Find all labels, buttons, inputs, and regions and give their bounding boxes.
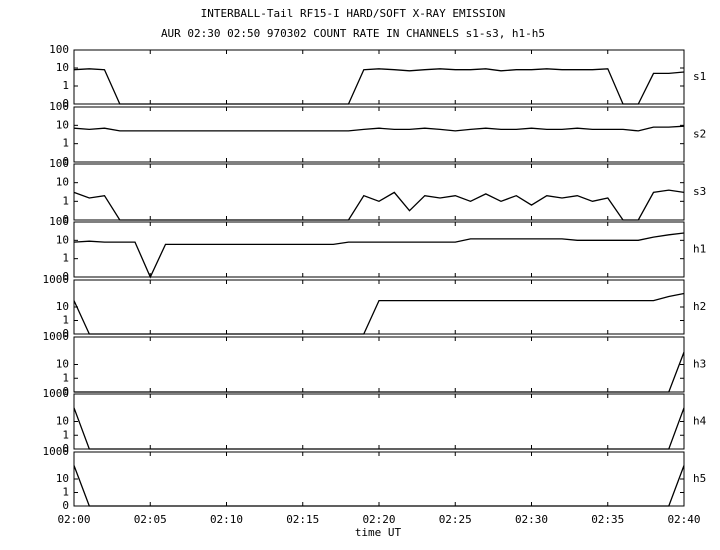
series-line [73, 189, 685, 221]
series-line [73, 125, 685, 132]
y-tick-label: 1 [62, 371, 69, 384]
x-tick-label: 02:40 [667, 513, 700, 526]
y-tick-label: 1000 [43, 387, 70, 400]
series-name: h4 [693, 415, 707, 428]
y-tick-label: 0 [62, 499, 69, 512]
series-name: s3 [693, 185, 706, 198]
x-axis-label: time UT [355, 526, 402, 539]
y-tick-label: 100 [49, 215, 69, 228]
y-tick-label: 0 [62, 97, 69, 110]
y-tick-label: 10 [56, 176, 69, 189]
y-tick-label: 100 [49, 100, 69, 113]
series-name: h5 [693, 472, 706, 485]
y-tick-label: 1 [62, 194, 69, 207]
y-tick-label: 1000 [43, 445, 70, 458]
x-tick-label: 02:20 [362, 513, 395, 526]
y-tick-label: 100 [49, 157, 69, 170]
y-tick-label: 1000 [43, 330, 70, 343]
series-name: s2 [693, 128, 706, 141]
x-tick-label: 02:30 [515, 513, 548, 526]
x-tick-label: 02:05 [134, 513, 167, 526]
y-tick-label: 0 [62, 270, 69, 283]
y-tick-label: 1 [62, 252, 69, 265]
y-tick-label: 0 [62, 155, 69, 168]
x-tick-label: 02:35 [591, 513, 624, 526]
series-line [73, 68, 685, 105]
x-tick-label: 02:00 [57, 513, 90, 526]
x-tick-label: 02:10 [210, 513, 243, 526]
series-name: h1 [693, 243, 706, 256]
y-tick-label: 1 [62, 314, 69, 327]
y-tick-label: 10 [56, 358, 69, 371]
series-name: h2 [693, 300, 706, 313]
y-tick-label: 10 [56, 233, 69, 246]
series-name: s1 [693, 70, 706, 83]
y-tick-label: 0 [62, 442, 69, 455]
y-tick-label: 10 [56, 61, 69, 74]
chart-subtitle: AUR 02:30 02:50 970302 COUNT RATE IN CHA… [161, 27, 545, 40]
y-tick-label: 10 [56, 118, 69, 131]
chart-title: INTERBALL-Tail RF15-I HARD/SOFT X-RAY EM… [201, 7, 506, 20]
series-name: h3 [693, 358, 706, 371]
y-tick-label: 1 [62, 428, 69, 441]
x-tick-label: 02:15 [286, 513, 319, 526]
y-tick-label: 1 [62, 486, 69, 499]
series-line [73, 292, 685, 335]
y-tick-label: 0 [62, 385, 69, 398]
series-line [73, 232, 685, 279]
x-tick-label: 02:25 [439, 513, 472, 526]
y-tick-label: 10 [56, 472, 69, 485]
y-tick-label: 1 [62, 79, 69, 92]
y-tick-label: 100 [49, 43, 69, 56]
y-tick-label: 1 [62, 137, 69, 150]
y-tick-label: 0 [62, 327, 69, 340]
y-tick-label: 0 [62, 213, 69, 226]
y-tick-label: 10 [56, 415, 69, 428]
y-tick-label: 1000 [43, 273, 70, 286]
y-tick-label: 10 [56, 300, 69, 313]
